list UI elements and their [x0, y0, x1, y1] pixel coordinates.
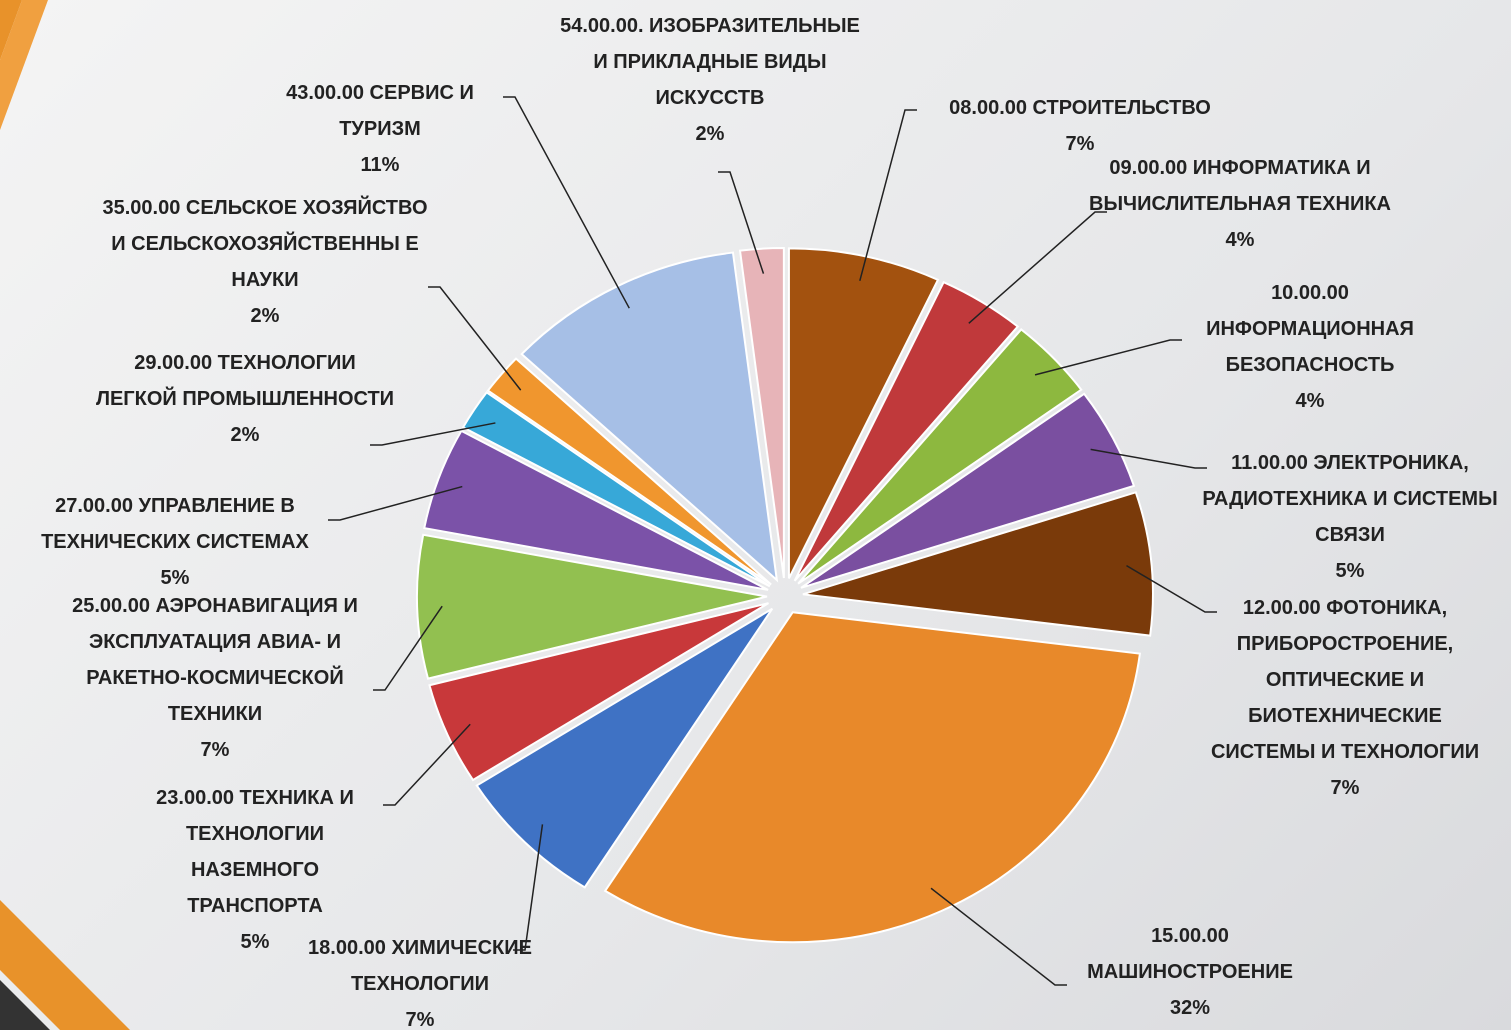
pie-slice	[787, 247, 940, 579]
leader-line	[328, 485, 463, 521]
leader-line	[930, 887, 1067, 986]
category-label: 35.00.00 СЕЛЬСКОЕ ХОЗЯЙСТВО И СЕЛЬСКОХОЗ…	[102, 197, 428, 291]
pie-slice	[423, 429, 769, 591]
pie-slice	[800, 392, 1136, 589]
value-label: 2%	[695, 123, 725, 145]
category-label: 54.00.00. ИЗОБРАЗИТЕЛЬНЫЕ И ПРИКЛАДНЫЕ В…	[560, 15, 860, 109]
value-label: 7%	[200, 739, 230, 761]
category-label: 08.00.00 СТРОИТЕЛЬСТВО	[949, 97, 1211, 119]
category-label: 25.00.00 АЭРОНАВИГАЦИЯ И ЭКСПЛУАТАЦИЯ АВ…	[72, 595, 358, 725]
leader-line	[513, 824, 544, 951]
data-label: 10.00.00 ИНФОРМАЦИОННАЯ БЕЗОПАСНОСТЬ 4%	[1170, 275, 1450, 419]
category-label: 12.00.00 ФОТОНИКА, ПРИБОРОСТРОЕНИЕ, ОПТИ…	[1210, 597, 1480, 763]
category-label: 29.00.00 ТЕХНОЛОГИИ ЛЕГКОЙ ПРОМЫШЛЕННОСТ…	[95, 352, 395, 410]
value-label: 5%	[1335, 560, 1365, 582]
value-label: 5%	[160, 567, 190, 589]
leader-line	[859, 109, 917, 281]
category-label: 10.00.00 ИНФОРМАЦИОННАЯ БЕЗОПАСНОСТЬ	[1206, 282, 1414, 376]
category-label: 18.00.00 ХИМИЧЕСКИЕ ТЕХНОЛОГИИ	[308, 937, 532, 995]
pie-slice	[603, 611, 1142, 944]
data-label: 23.00.00 ТЕХНИКА И ТЕХНОЛОГИИ НАЗЕМНОГО …	[130, 780, 380, 960]
decor-corner	[0, 980, 50, 1030]
value-label: 7%	[1330, 777, 1360, 799]
value-label: 7%	[1065, 133, 1095, 155]
data-label: 27.00.00 УПРАВЛЕНИЕ В ТЕХНИЧЕСКИХ СИСТЕМ…	[10, 488, 340, 596]
category-label: 23.00.00 ТЕХНИКА И ТЕХНОЛОГИИ НАЗЕМНОГО …	[156, 787, 354, 917]
category-label: 15.00.00 МАШИНОСТРОЕНИЕ	[1087, 925, 1293, 983]
data-label: 09.00.00 ИНФОРМАТИКА И ВЫЧИСЛИТЕЛЬНАЯ ТЕ…	[1080, 150, 1400, 258]
pie-slice	[802, 491, 1154, 637]
value-label: 2%	[230, 424, 260, 446]
data-label: 43.00.00 СЕРВИС И ТУРИЗМ 11%	[250, 75, 510, 183]
value-label: 2%	[250, 305, 280, 327]
data-label: 12.00.00 ФОТОНИКА, ПРИБОРОСТРОЕНИЕ, ОПТИ…	[1195, 590, 1495, 806]
pie-slice	[461, 391, 771, 588]
leader-line	[1034, 339, 1182, 376]
pie-slice	[475, 607, 774, 889]
data-label: 25.00.00 АЭРОНАВИГАЦИЯ И ЭКСПЛУАТАЦИЯ АВ…	[50, 588, 380, 768]
leader-line	[718, 171, 765, 274]
pie-slice	[797, 328, 1083, 585]
pie-slice	[793, 280, 1020, 582]
data-label: 29.00.00 ТЕХНОЛОГИИ ЛЕГКОЙ ПРОМЫШЛЕННОСТ…	[95, 345, 395, 453]
category-label: 11.00.00 ЭЛЕКТРОНИКА, РАДИОТЕХНИКА И СИС…	[1202, 452, 1498, 546]
pie-slice	[486, 357, 772, 586]
decor-stripe	[0, 900, 130, 1030]
leader-line	[1090, 448, 1207, 469]
value-label: 5%	[240, 931, 270, 953]
pie-slice	[428, 602, 769, 782]
value-label: 4%	[1225, 229, 1255, 251]
leader-line	[1126, 564, 1217, 613]
value-label: 7%	[405, 1009, 435, 1030]
data-label: 54.00.00. ИЗОБРАЗИТЕЛЬНЫЕ И ПРИКЛАДНЫЕ В…	[555, 8, 865, 152]
leader-line	[968, 211, 1107, 324]
category-label: 09.00.00 ИНФОРМАТИКА И ВЫЧИСЛИТЕЛЬНАЯ ТЕ…	[1089, 157, 1391, 215]
data-label: 08.00.00 СТРОИТЕЛЬСТВО 7%	[910, 90, 1250, 162]
leader-line	[383, 723, 471, 806]
pie-slice	[416, 533, 768, 680]
category-label: 43.00.00 СЕРВИС И ТУРИЗМ	[286, 82, 474, 140]
decor-stripe	[0, 0, 48, 130]
data-label: 15.00.00 МАШИНОСТРОЕНИЕ 32%	[1050, 918, 1330, 1026]
leader-line	[428, 286, 522, 391]
value-label: 11%	[360, 154, 400, 176]
leader-line	[503, 96, 630, 309]
leader-line	[370, 422, 496, 446]
data-label: 11.00.00 ЭЛЕКТРОНИКА, РАДИОТЕХНИКА И СИС…	[1195, 445, 1505, 589]
leader-line	[373, 605, 443, 691]
pie-slice	[738, 247, 785, 579]
pie	[328, 96, 1217, 986]
value-label: 32%	[1169, 997, 1211, 1019]
data-label: 35.00.00 СЕЛЬСКОЕ ХОЗЯЙСТВО И СЕЛЬСКОХОЗ…	[100, 190, 430, 334]
category-label: 27.00.00 УПРАВЛЕНИЕ В ТЕХНИЧЕСКИХ СИСТЕМ…	[41, 495, 309, 553]
value-label: 4%	[1295, 390, 1325, 412]
data-label: 18.00.00 ХИМИЧЕСКИЕ ТЕХНОЛОГИИ 7%	[270, 930, 570, 1030]
